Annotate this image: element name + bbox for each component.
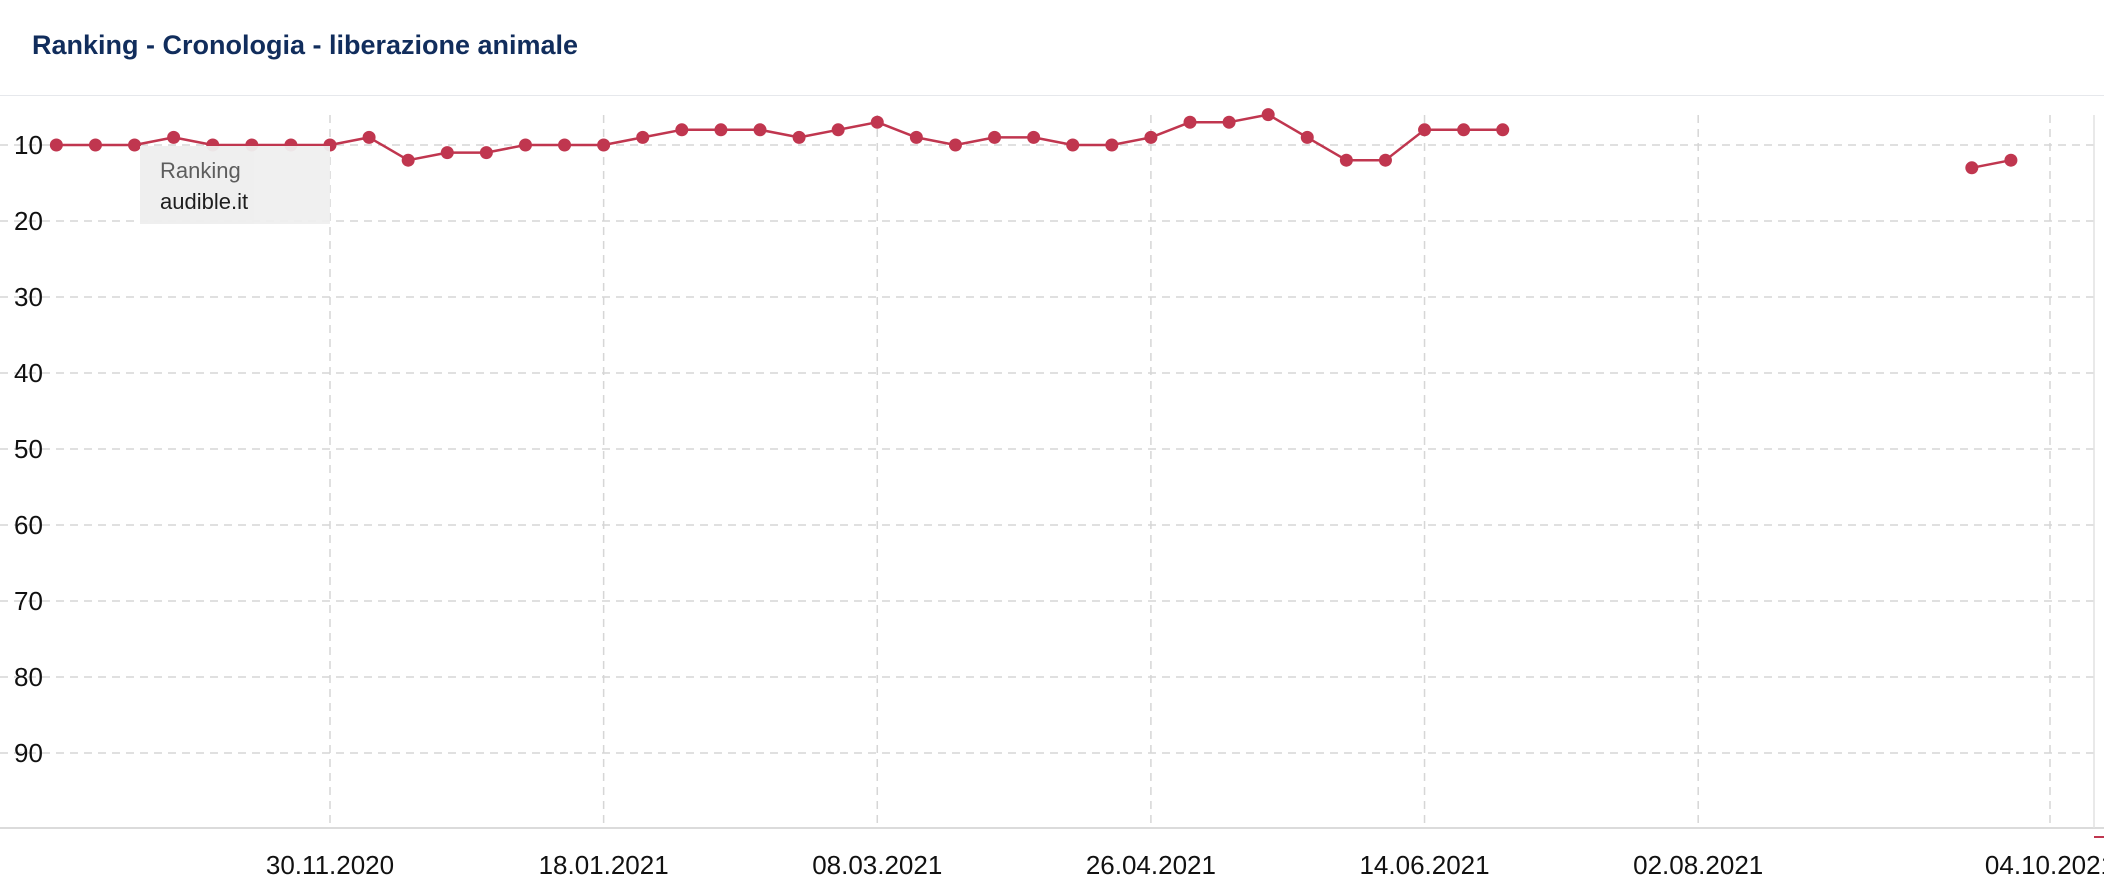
x-tick-label: 08.03.2021 <box>812 850 942 880</box>
data-point[interactable] <box>1418 123 1432 137</box>
data-point[interactable] <box>1144 130 1158 144</box>
data-point[interactable] <box>714 123 728 137</box>
ranking-line-chart[interactable]: 10 20 30 40 50 60 70 80 90 30.11.2020 18.01.2021 08… <box>0 96 2104 894</box>
y-tick-label: 80 <box>14 662 43 692</box>
data-point[interactable] <box>597 138 611 152</box>
y-tick-label: 70 <box>14 586 43 616</box>
data-point[interactable] <box>1378 153 1392 167</box>
data-point[interactable] <box>479 146 493 160</box>
y-tick-label: 20 <box>14 206 43 236</box>
x-tick-label: 26.04.2021 <box>1086 850 1216 880</box>
card-header: Ranking - Cronologia - liberazione anima… <box>0 0 2104 96</box>
data-point[interactable] <box>518 138 532 152</box>
data-point[interactable] <box>1027 130 1041 144</box>
data-point[interactable] <box>558 138 572 152</box>
axes <box>0 115 2104 829</box>
y-tick-label: 60 <box>14 510 43 540</box>
x-tick-label: 14.06.2021 <box>1359 850 1489 880</box>
data-point[interactable] <box>1457 123 1471 137</box>
x-tick-label: 02.08.2021 <box>1633 850 1763 880</box>
chart-title: Ranking - Cronologia - liberazione anima… <box>32 30 579 60</box>
data-point[interactable] <box>1105 138 1119 152</box>
tick-labels: 10 20 30 40 50 60 70 80 90 30.11.2020 18.01.2021 08… <box>14 130 2104 880</box>
data-point[interactable] <box>1261 108 1275 122</box>
data-point[interactable] <box>128 138 142 152</box>
data-point[interactable] <box>988 130 1002 144</box>
y-tick-label: 40 <box>14 358 43 388</box>
data-point[interactable] <box>909 130 923 144</box>
x-tick-label: 18.01.2021 <box>539 850 669 880</box>
data-point[interactable] <box>1222 115 1236 129</box>
y-tick-label: 50 <box>14 434 43 464</box>
data-point[interactable] <box>2004 153 2018 167</box>
x-tick-label: 04.10.2021 <box>1985 850 2104 880</box>
data-point[interactable] <box>49 138 63 152</box>
data-point[interactable] <box>1965 161 1979 175</box>
y-tick-label: 30 <box>14 282 43 312</box>
data-point[interactable] <box>1300 130 1314 144</box>
data-point[interactable] <box>831 123 845 137</box>
data-point[interactable] <box>675 123 689 137</box>
y-tick-label: 10 <box>14 130 43 160</box>
data-point[interactable] <box>1183 115 1197 129</box>
data-point[interactable] <box>636 130 650 144</box>
data-point[interactable] <box>88 138 102 152</box>
series-line <box>56 113 1503 162</box>
data-point[interactable] <box>167 130 181 144</box>
tooltip: Ranking audible.it <box>140 146 330 224</box>
data-point[interactable] <box>948 138 962 152</box>
tooltip-title: Ranking <box>160 158 241 183</box>
y-tick-label: 90 <box>14 738 43 768</box>
data-point[interactable] <box>792 130 806 144</box>
series-audible[interactable] <box>49 108 2018 175</box>
data-point[interactable] <box>440 146 454 160</box>
series-line <box>1971 158 2012 170</box>
data-point[interactable] <box>362 130 376 144</box>
data-point[interactable] <box>753 123 767 137</box>
corner-marker <box>2094 836 2104 838</box>
tooltip-value: audible.it <box>160 189 249 214</box>
data-point[interactable] <box>401 153 415 167</box>
x-tick-label: 30.11.2020 <box>266 850 394 880</box>
grid <box>0 115 2094 828</box>
data-point[interactable] <box>870 115 884 129</box>
data-point[interactable] <box>1066 138 1080 152</box>
data-point[interactable] <box>1339 153 1353 167</box>
data-point[interactable] <box>1496 123 1510 137</box>
